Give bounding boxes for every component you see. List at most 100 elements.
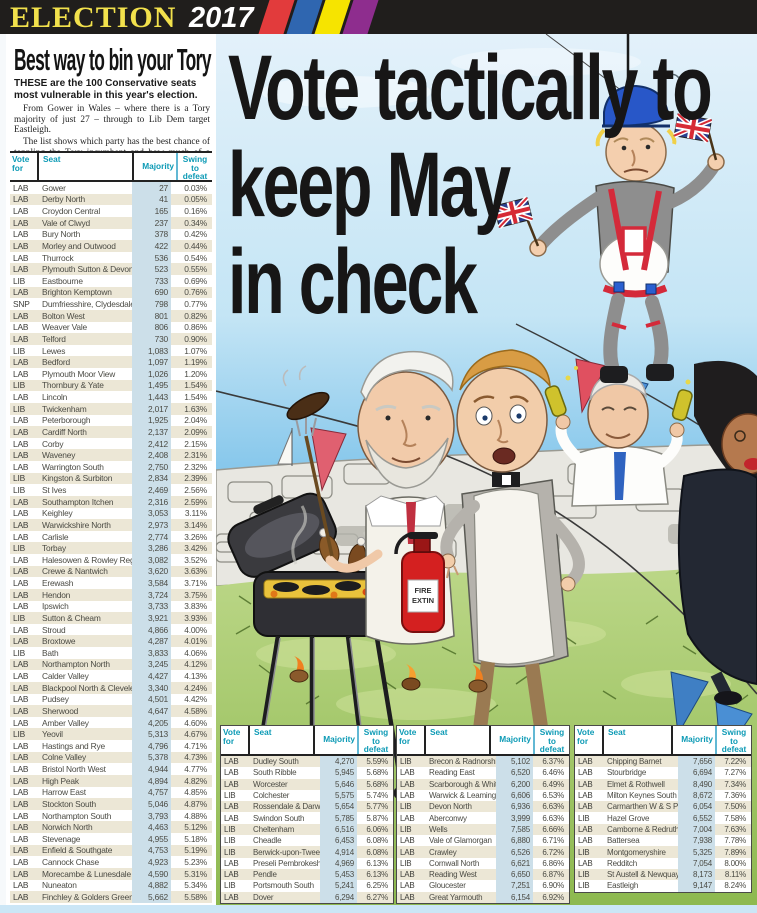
- fire-extinguisher-label-1: FIRE: [414, 586, 431, 595]
- table-row: LAB Aberconwy 3,999 6.63%: [397, 812, 569, 824]
- table-row: LAB Finchley & Golders Green 5,662 5.58%: [10, 891, 212, 903]
- table-row: LAB Preseli Pembrokeshire4,969 6.13%: [221, 857, 393, 869]
- cell-majority: 730: [132, 333, 171, 345]
- cell-seat: Harrow East: [42, 787, 86, 798]
- table-row: LAB Stevenage 4,955 5.18%: [10, 833, 212, 845]
- table-row: LAB Warrington South 2,750 2.32%: [10, 461, 212, 473]
- cell-swing: 4.01%: [184, 636, 207, 647]
- table-row: LAB Redditch 7,054 8.00%: [575, 857, 751, 869]
- cell-vote-for: LAB: [13, 566, 29, 577]
- panel-paragraph: From Gower in Wales – where there is a T…: [14, 104, 210, 136]
- table-row: LAB Warwickshire North 2,973 3.14%: [10, 519, 212, 531]
- cell-vote-for: LAB: [13, 694, 29, 705]
- cell-swing: 0.55%: [184, 264, 207, 275]
- headline-line-2: keep May: [228, 134, 511, 236]
- cell-majority: 6,520: [496, 767, 533, 779]
- table-row: LAB Stroud 4,866 4.00%: [10, 623, 212, 636]
- cell-seat: Torbay: [42, 543, 66, 554]
- table-row: LAB Hastings and Rye 4,796 4.71%: [10, 740, 212, 752]
- cell-vote-for: LIB: [224, 824, 236, 834]
- cell-swing: 3.93%: [184, 612, 207, 623]
- cell-majority: 7,656: [678, 756, 715, 768]
- cell-majority: 4,944: [132, 763, 171, 775]
- cell-seat: St Ives: [42, 485, 67, 496]
- cell-swing: 6.13%: [366, 858, 388, 868]
- cell-majority: 5,046: [132, 798, 171, 810]
- cell-majority: 5,654: [320, 801, 357, 813]
- cell-seat: Cannock Chase: [42, 857, 99, 868]
- cell-seat: Great Yarmouth: [429, 892, 483, 902]
- page-bottom-strip: [0, 905, 757, 913]
- election-banner: ELECTION 2017: [0, 0, 757, 34]
- cell-vote-for: LAB: [224, 802, 239, 812]
- cell-seat: Cardiff North: [42, 426, 87, 437]
- header-seat: Seat: [37, 153, 132, 180]
- cell-seat: Eastleigh: [607, 881, 639, 891]
- table-row: LIB Twickenham 2,017 1.63%: [10, 402, 212, 415]
- cell-seat: Berwick-upon-Tweed: [253, 847, 320, 857]
- table-row: LAB Nuneaton 4,882 5.34%: [10, 879, 212, 892]
- cell-seat: Halesowen & Rowley Regis: [42, 554, 132, 565]
- cell-swing: 0.42%: [184, 229, 207, 240]
- cell-swing: 4.06%: [184, 647, 207, 658]
- cell-swing: 2.39%: [184, 473, 207, 484]
- table-row: LAB Northampton North 3,245 4.12%: [10, 658, 212, 671]
- cell-seat: Plymouth Moor View: [42, 368, 116, 379]
- table-row: LAB Gloucester 7,251 6.90%: [397, 880, 569, 892]
- table-row: LAB Vale of Glamorgan 6,880 6.71%: [397, 835, 569, 847]
- cell-majority: 4,894: [132, 774, 171, 787]
- table-row: LIB Wells 7,585 6.66%: [397, 823, 569, 836]
- cell-seat: Brighton Kemptown: [42, 287, 112, 298]
- cell-seat: Montgomeryshire: [607, 847, 666, 857]
- cell-swing: 6.63%: [542, 802, 564, 812]
- cell-vote-for: LAB: [13, 705, 29, 716]
- cell-swing: 3.63%: [184, 566, 207, 577]
- table-row: LAB Battersea 7,938 7.78%: [575, 835, 751, 847]
- cell-swing: 1.19%: [184, 357, 207, 368]
- cell-vote-for: LIB: [13, 473, 25, 484]
- cell-majority: 4,590: [132, 867, 171, 880]
- cell-seat: Corby: [42, 438, 64, 449]
- cell-majority: 5,378: [132, 751, 171, 764]
- cell-vote-for: LAB: [13, 310, 29, 321]
- table-row: LIB Portsmouth South 5,241 6.25%: [221, 880, 393, 892]
- cell-majority: 2,408: [132, 449, 171, 461]
- cell-seat: Bedford: [42, 357, 70, 368]
- table-row: LAB Waveney 2,408 2.31%: [10, 449, 212, 461]
- cell-vote-for: LAB: [13, 775, 29, 786]
- cell-majority: 4,914: [320, 846, 357, 858]
- table-row: LAB Carlisle 2,774 3.26%: [10, 530, 212, 543]
- table-row: LIB Eastleigh 9,147 8.24%: [575, 880, 751, 892]
- cell-vote-for: LAB: [400, 836, 415, 846]
- cell-seat: Hastings and Rye: [42, 740, 105, 751]
- cell-vote-for: LAB: [13, 264, 29, 275]
- table-row: LIB Cornwall North 6,621 6.86%: [397, 857, 569, 869]
- cell-seat: Stevenage: [42, 833, 81, 844]
- table-row: LAB Bury North 378 0.42%: [10, 228, 212, 241]
- cell-swing: 6.72%: [542, 847, 564, 857]
- cell-seat: South Ribble: [253, 768, 297, 778]
- banner-title: ELECTION: [10, 1, 177, 34]
- cell-vote-for: LAB: [13, 880, 29, 891]
- cell-swing: 5.12%: [184, 822, 207, 833]
- table-row: LAB Thurrock 536 0.54%: [10, 251, 212, 264]
- cell-vote-for: LAB: [13, 229, 29, 240]
- cell-seat: Peterborough: [42, 415, 91, 426]
- cell-swing: 4.67%: [184, 729, 207, 740]
- cell-swing: 4.87%: [184, 798, 207, 809]
- cell-vote-for: LAB: [13, 845, 29, 856]
- cell-swing: 6.46%: [542, 768, 564, 778]
- cell-majority: 4,501: [132, 693, 171, 706]
- cell-majority: 806: [132, 321, 171, 334]
- table-row: LAB Enfield & Southgate 4,753 5.19%: [10, 844, 212, 857]
- cell-swing: 6.66%: [542, 824, 564, 834]
- cell-swing: 0.77%: [184, 299, 207, 310]
- cell-seat: Eastbourne: [42, 275, 83, 286]
- cell-vote-for: LAB: [224, 768, 239, 778]
- table-row: LAB Chipping Barnet 7,656 7.22%: [575, 756, 751, 768]
- cell-swing: 0.16%: [184, 206, 207, 217]
- cell-vote-for: LAB: [13, 554, 29, 565]
- cell-seat: Worcester: [253, 779, 288, 789]
- cell-seat: Northampton South: [42, 810, 112, 821]
- cell-vote-for: LIB: [578, 847, 590, 857]
